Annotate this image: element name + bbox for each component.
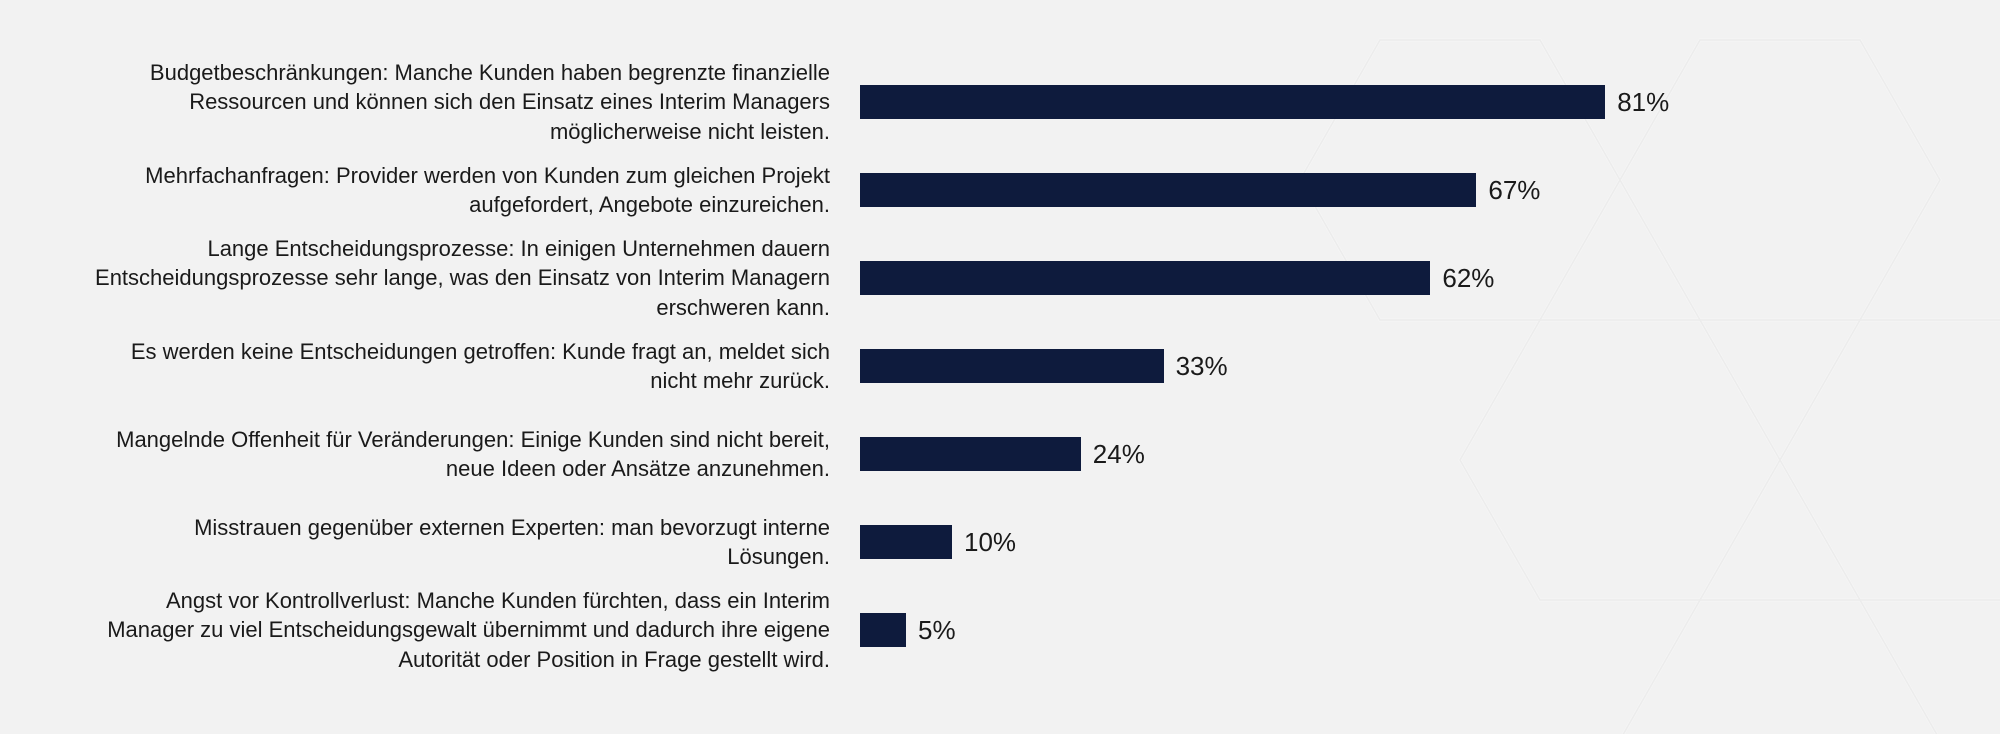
bar-fill <box>860 525 952 559</box>
bar-label: Lange Entscheidungsprozesse: In einigen … <box>90 234 860 321</box>
chart-row: Es werden keine Entscheidungen getroffen… <box>90 322 1910 410</box>
chart-row: Mangelnde Offenheit für Veränderungen: E… <box>90 410 1910 498</box>
bar-value: 81% <box>1617 87 1669 118</box>
bar-track: 5% <box>860 613 1910 647</box>
bar-label: Mehrfachanfragen: Provider werden von Ku… <box>90 161 860 219</box>
bar-track: 24% <box>860 437 1910 471</box>
bar-label: Mangelnde Offenheit für Veränderungen: E… <box>90 425 860 483</box>
bar-track: 62% <box>860 261 1910 295</box>
bar-value: 5% <box>918 615 956 646</box>
bar-value: 33% <box>1176 351 1228 382</box>
chart-row: Mehrfachanfragen: Provider werden von Ku… <box>90 146 1910 234</box>
bar-label: Misstrauen gegenüber externen Experten: … <box>90 513 860 571</box>
bar-value: 62% <box>1442 263 1494 294</box>
bar-fill <box>860 85 1605 119</box>
bar-fill <box>860 437 1081 471</box>
bar-fill <box>860 261 1430 295</box>
bar-value: 67% <box>1488 175 1540 206</box>
bar-label: Angst vor Kontrollverlust: Manche Kunden… <box>90 586 860 673</box>
bar-value: 24% <box>1093 439 1145 470</box>
chart-row: Lange Entscheidungsprozesse: In einigen … <box>90 234 1910 322</box>
chart-row: Budgetbeschränkungen: Manche Kunden habe… <box>90 58 1910 146</box>
horizontal-bar-chart: Budgetbeschränkungen: Manche Kunden habe… <box>90 58 1910 674</box>
chart-row: Misstrauen gegenüber externen Experten: … <box>90 498 1910 586</box>
bar-label: Es werden keine Entscheidungen getroffen… <box>90 337 860 395</box>
bar-fill <box>860 349 1164 383</box>
bar-track: 67% <box>860 173 1910 207</box>
bar-fill <box>860 613 906 647</box>
chart-row: Angst vor Kontrollverlust: Manche Kunden… <box>90 586 1910 674</box>
bar-value: 10% <box>964 527 1016 558</box>
bar-label: Budgetbeschränkungen: Manche Kunden habe… <box>90 58 860 145</box>
bar-track: 10% <box>860 525 1910 559</box>
bar-track: 33% <box>860 349 1910 383</box>
bar-track: 81% <box>860 85 1910 119</box>
bar-fill <box>860 173 1476 207</box>
